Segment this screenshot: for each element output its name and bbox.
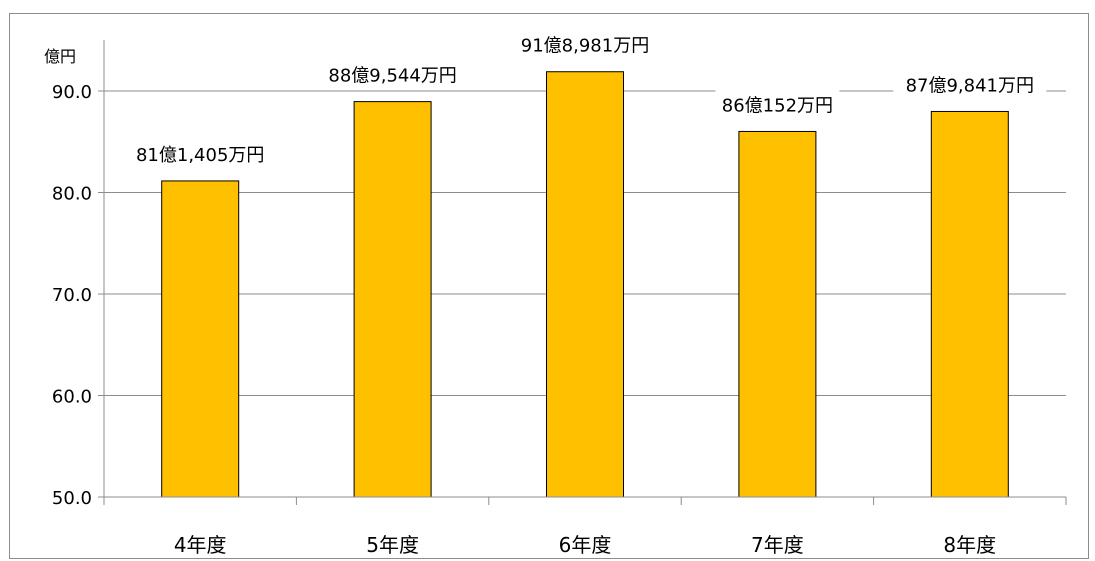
data-label: 91億8,981万円 (521, 36, 649, 57)
category-label: 4年度 (174, 533, 227, 557)
y-tick-label: 60.0 (52, 387, 92, 408)
data-label-background (893, 69, 1047, 98)
data-label: 87億9,841万円 (906, 75, 1034, 96)
y-tick-label: 80.0 (52, 184, 92, 205)
bar-3 (546, 71, 624, 498)
data-label: 86億152万円 (722, 95, 833, 116)
category-label: 8年度 (943, 533, 996, 557)
data-label-background (715, 89, 840, 118)
category-label: 5年度 (366, 533, 419, 557)
bar-2 (353, 101, 432, 498)
bar-1 (161, 180, 240, 498)
axes (98, 40, 1067, 505)
data-label: 88億9,544万円 (328, 66, 456, 87)
y-unit-label: 億円 (44, 47, 76, 66)
data-label-background (123, 138, 277, 167)
y-tick-label: 90.0 (52, 82, 92, 103)
bar-4 (738, 130, 817, 498)
category-label: 6年度 (559, 533, 612, 557)
labels: 億円 50.0 60.0 70.0 80.0 90.0 81億1,405万円 4年度 88億9… (44, 36, 1034, 557)
y-tick-label: 70.0 (52, 285, 92, 306)
data-label: 81億1,405万円 (136, 145, 264, 166)
data-label-background (316, 59, 470, 88)
bar-5 (930, 110, 1009, 498)
category-label: 7年度 (751, 533, 804, 557)
y-tick-label: 50.0 (52, 488, 92, 509)
data-label-background (508, 29, 662, 58)
bars (123, 29, 1047, 498)
